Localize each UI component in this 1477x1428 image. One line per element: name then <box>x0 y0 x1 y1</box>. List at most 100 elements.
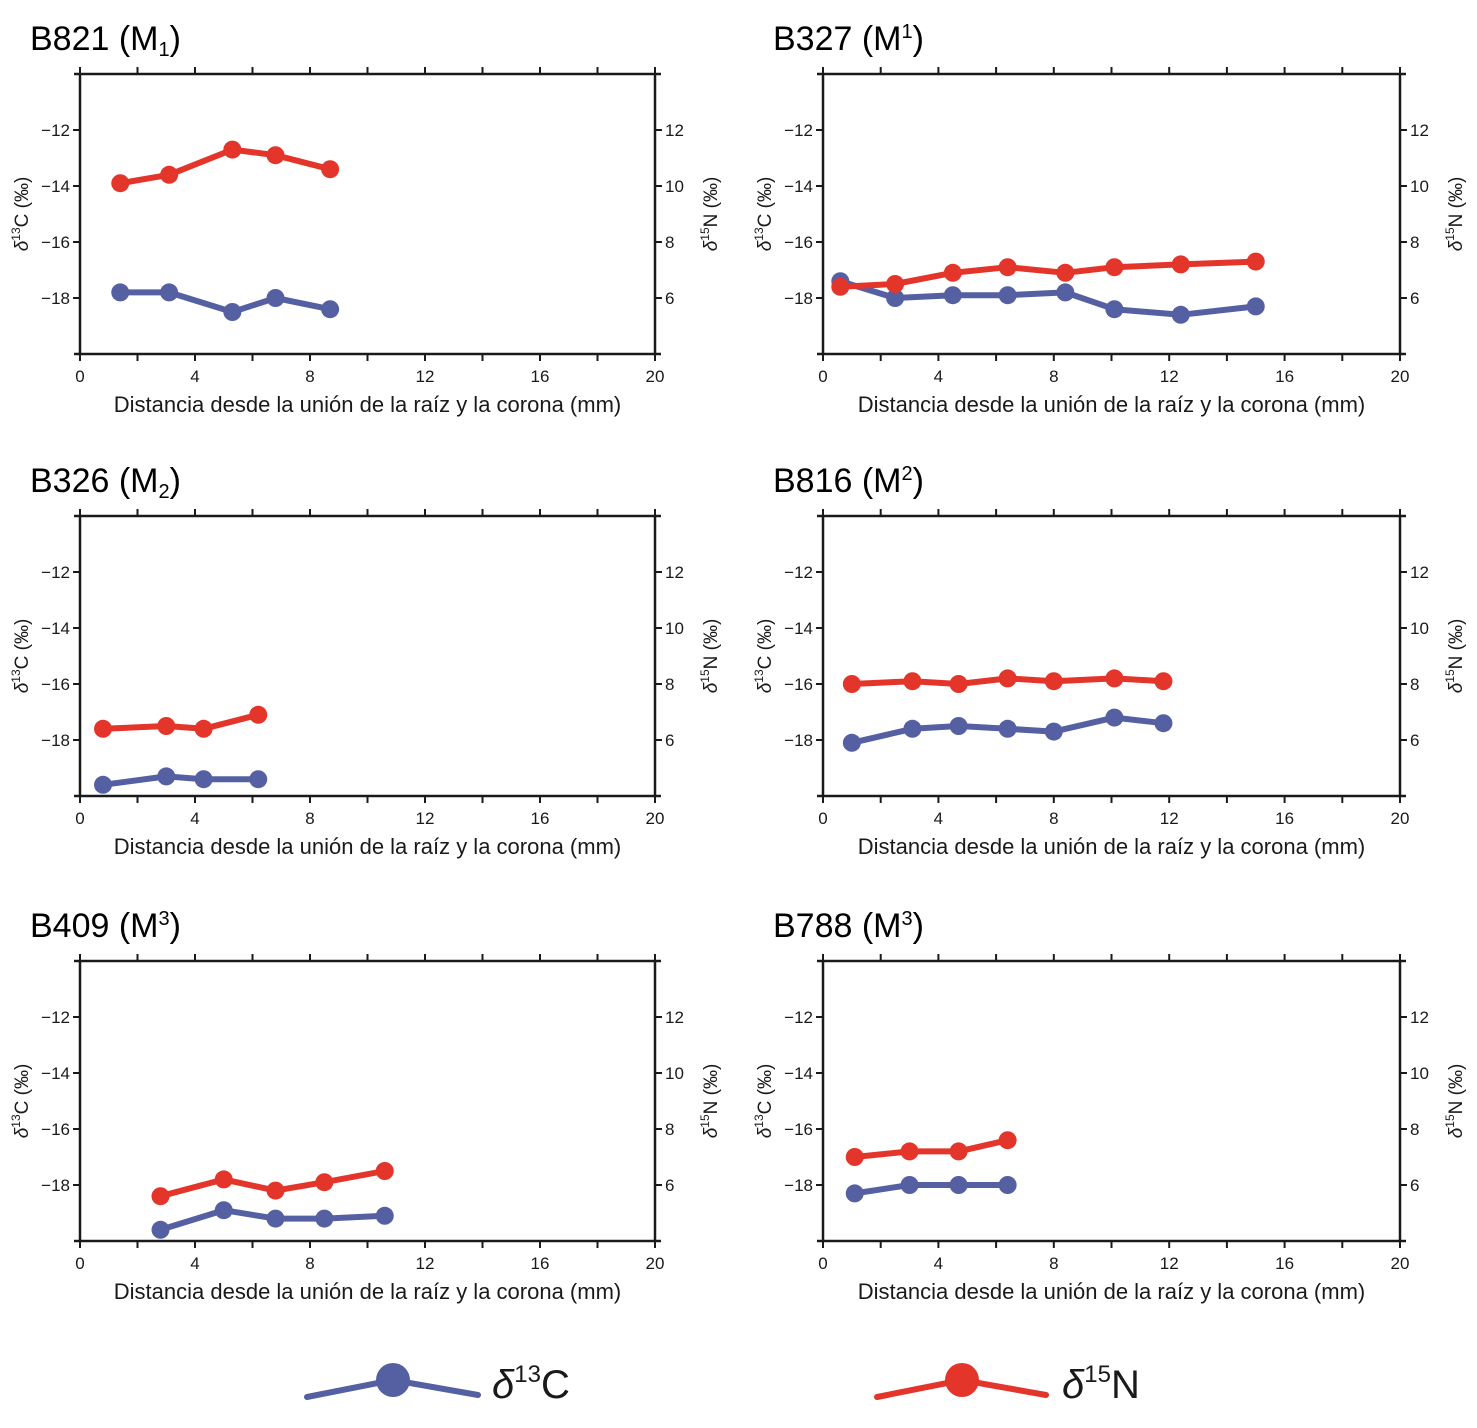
panel-title-script: 3 <box>902 908 913 930</box>
data-point-n15 <box>266 1181 285 1200</box>
y-left-tick-label: −14 <box>784 1064 813 1083</box>
y-right-tick-label: 8 <box>1410 233 1419 252</box>
legend: δ13C δ15N <box>304 1361 1140 1407</box>
panel-title: B409 (M3) <box>30 907 181 945</box>
data-point-n15 <box>151 1187 170 1206</box>
data-point-n15 <box>111 174 130 193</box>
series-c13 <box>111 283 340 321</box>
isotope-mass: 15 <box>698 1114 712 1128</box>
y-right-tick-label: 10 <box>1410 619 1429 638</box>
y-right-unit: N (‰) <box>1446 177 1467 228</box>
element-symbol: N <box>1111 1363 1140 1407</box>
data-point-n15 <box>900 1142 919 1161</box>
legend-marker-n15 <box>945 1363 979 1397</box>
delta-symbol: δ <box>701 1127 722 1138</box>
y-right-axis-title: δ15N (‰) <box>1443 1064 1467 1139</box>
panel-title-main: B409 (M <box>30 907 159 945</box>
data-point-n15 <box>157 717 176 735</box>
data-point-c13 <box>1154 714 1173 733</box>
panel-title-main: B326 (M <box>30 462 159 500</box>
x-tick-label: 16 <box>1275 367 1294 386</box>
y-left-tick-label: −12 <box>41 563 70 582</box>
y-right-axis-title: δ15N (‰) <box>698 619 722 694</box>
panel-title-close: ) <box>913 20 924 58</box>
series-n15 <box>831 252 1265 296</box>
series-line-c13 <box>100 773 262 788</box>
x-tick-label: 20 <box>1391 367 1410 386</box>
x-axis-title: Distancia desde la unión de la raíz y la… <box>858 1279 1365 1304</box>
y-right-tick-label: 12 <box>665 121 684 140</box>
data-point-n15 <box>194 719 213 738</box>
y-left-tick-label: −14 <box>41 177 70 196</box>
series-n15 <box>845 1131 1017 1166</box>
x-tick-label: 12 <box>1160 367 1179 386</box>
x-tick-label: 8 <box>305 809 314 828</box>
y-left-unit: C (‰) <box>755 1064 776 1115</box>
x-axis-title: Distancia desde la unión de la raíz y la… <box>858 834 1365 859</box>
data-point-n15 <box>1246 252 1265 271</box>
panel-title: B326 (M2) <box>30 462 181 503</box>
data-point-n15 <box>160 165 179 184</box>
y-left-axis-title: δ13C (‰) <box>9 619 33 694</box>
delta-symbol: δ <box>12 682 33 693</box>
panel-b821: B821 (M1) 0 4 8 12 16 20 −12 −14 −16 −18 12 10 8 6 Dist… <box>9 20 722 417</box>
panel-title-close: ) <box>913 462 924 500</box>
y-right-tick-label: 6 <box>1410 289 1419 308</box>
element-symbol: C <box>541 1363 570 1407</box>
data-point-c13 <box>266 1209 285 1228</box>
y-right-tick-label: 10 <box>665 619 684 638</box>
x-tick-label: 12 <box>416 809 435 828</box>
isotope-mass: 13 <box>9 227 23 241</box>
y-right-unit: N (‰) <box>1446 619 1467 670</box>
x-tick-label: 0 <box>75 367 84 386</box>
y-left-tick-label: −12 <box>784 1008 813 1027</box>
data-point-c13 <box>1044 722 1063 741</box>
x-tick-label: 4 <box>190 1254 199 1273</box>
x-tick-label: 20 <box>1391 809 1410 828</box>
data-point-n15 <box>943 263 962 282</box>
data-point-n15 <box>998 258 1017 277</box>
series-line-c13 <box>851 1182 1011 1197</box>
y-right-unit: N (‰) <box>1446 1064 1467 1115</box>
y-left-axis-title: δ13C (‰) <box>752 619 776 694</box>
data-point-n15 <box>94 719 112 738</box>
y-left-tick-label: −14 <box>41 1064 70 1083</box>
y-right-tick-label: 12 <box>1410 563 1429 582</box>
series-line-c13 <box>837 278 1259 318</box>
y-left-axis-title: δ13C (‰) <box>752 1064 776 1139</box>
x-tick-label: 0 <box>818 1254 827 1273</box>
panel-title-main: B327 (M <box>773 20 902 58</box>
series-c13 <box>842 708 1173 752</box>
y-left-tick-label: −16 <box>41 675 70 694</box>
data-point-c13 <box>160 283 179 302</box>
data-point-c13 <box>949 1176 968 1194</box>
y-left-tick-label: −18 <box>41 731 70 750</box>
data-point-c13 <box>194 770 213 789</box>
panel-title: B821 (M1) <box>30 20 181 61</box>
data-point-c13 <box>1171 305 1190 324</box>
data-point-c13 <box>315 1209 334 1228</box>
data-point-n15 <box>266 146 285 165</box>
delta-symbol: δ <box>701 682 722 693</box>
y-right-axis-title: δ15N (‰) <box>698 177 722 252</box>
data-point-n15 <box>903 672 922 691</box>
isotope-mass: 13 <box>9 1114 23 1128</box>
delta-symbol: δ <box>12 1127 33 1138</box>
panel-title-script: 1 <box>159 39 170 61</box>
panel-title-script: 1 <box>902 21 913 43</box>
isotope-mass: 15 <box>1443 1114 1457 1128</box>
y-left-tick-label: −18 <box>784 289 813 308</box>
x-tick-label: 8 <box>305 1254 314 1273</box>
x-tick-label: 4 <box>934 1254 943 1273</box>
x-tick-label: 16 <box>531 367 550 386</box>
data-point-c13 <box>900 1176 919 1194</box>
data-point-n15 <box>1044 672 1063 691</box>
x-tick-label: 20 <box>646 809 665 828</box>
x-tick-label: 16 <box>1275 1254 1294 1273</box>
panel-title-main: B821 (M <box>30 20 159 58</box>
series-line-n15 <box>837 258 1259 290</box>
x-axis-title: Distancia desde la unión de la raíz y la… <box>114 1279 621 1304</box>
series-line-n15 <box>100 711 262 732</box>
x-tick-label: 4 <box>934 367 943 386</box>
